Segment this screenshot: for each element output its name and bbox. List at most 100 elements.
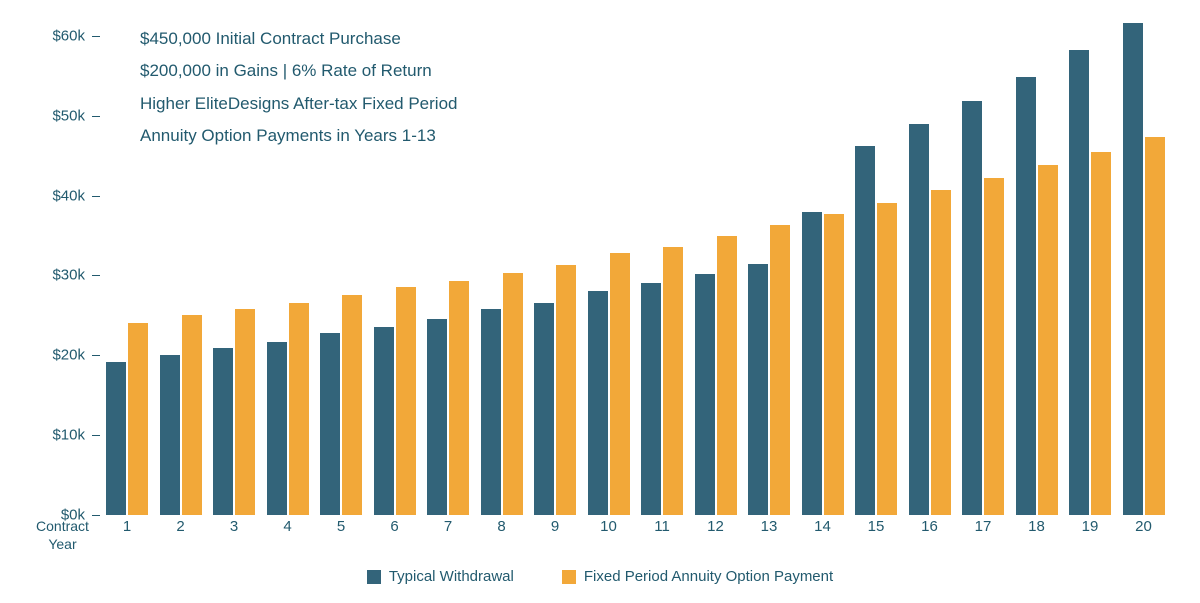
bar-fixed-period-annuity bbox=[289, 303, 309, 515]
y-tick-mark bbox=[92, 36, 100, 37]
x-tick-label: 3 bbox=[230, 518, 238, 535]
x-tick-label: 10 bbox=[600, 518, 617, 535]
bar-fixed-period-annuity bbox=[1038, 165, 1058, 515]
chart-annotation: $450,000 Initial Contract Purchase $200,… bbox=[140, 26, 457, 155]
legend-item-typical-withdrawal: Typical Withdrawal bbox=[367, 568, 514, 585]
bar-typical-withdrawal bbox=[1123, 23, 1143, 515]
bar-fixed-period-annuity bbox=[128, 323, 148, 515]
y-tick-mark bbox=[92, 116, 100, 117]
x-axis: 1234567891011121314151617181920 bbox=[100, 518, 1170, 558]
bar-typical-withdrawal bbox=[374, 327, 394, 515]
x-tick-label: 2 bbox=[176, 518, 184, 535]
x-tick-label: 18 bbox=[1028, 518, 1045, 535]
bar-group bbox=[962, 20, 1004, 515]
bar-group bbox=[748, 20, 790, 515]
x-axis-title-line1: Contract bbox=[25, 518, 100, 536]
y-tick-mark bbox=[92, 196, 100, 197]
annotation-line-4: Annuity Option Payments in Years 1-13 bbox=[140, 123, 457, 149]
bar-fixed-period-annuity bbox=[877, 203, 897, 515]
bar-typical-withdrawal bbox=[1016, 77, 1036, 515]
x-tick-label: 12 bbox=[707, 518, 724, 535]
bar-typical-withdrawal bbox=[427, 319, 447, 515]
bar-typical-withdrawal bbox=[748, 264, 768, 515]
bar-fixed-period-annuity bbox=[1091, 152, 1111, 515]
x-tick-label: 19 bbox=[1082, 518, 1099, 535]
legend-swatch bbox=[367, 570, 381, 584]
x-tick-label: 8 bbox=[497, 518, 505, 535]
bar-fixed-period-annuity bbox=[342, 295, 362, 515]
x-tick-label: 13 bbox=[761, 518, 778, 535]
bar-typical-withdrawal bbox=[320, 333, 340, 515]
y-tick-label: $40k bbox=[52, 187, 85, 204]
bar-fixed-period-annuity bbox=[556, 265, 576, 515]
bar-typical-withdrawal bbox=[641, 283, 661, 515]
x-tick-label: 16 bbox=[921, 518, 938, 535]
bar-fixed-period-annuity bbox=[182, 315, 202, 515]
bar-typical-withdrawal bbox=[1069, 50, 1089, 515]
x-axis-title: Contract Year bbox=[25, 518, 100, 553]
bar-fixed-period-annuity bbox=[235, 309, 255, 515]
bar-group bbox=[1069, 20, 1111, 515]
bar-group bbox=[588, 20, 630, 515]
bar-typical-withdrawal bbox=[160, 355, 180, 515]
annotation-line-1: $450,000 Initial Contract Purchase bbox=[140, 26, 457, 52]
x-tick-label: 4 bbox=[283, 518, 291, 535]
bar-fixed-period-annuity bbox=[503, 273, 523, 515]
legend-label: Fixed Period Annuity Option Payment bbox=[584, 568, 833, 585]
legend-item-fixed-period-annuity: Fixed Period Annuity Option Payment bbox=[562, 568, 833, 585]
bar-fixed-period-annuity bbox=[717, 236, 737, 515]
x-tick-label: 20 bbox=[1135, 518, 1152, 535]
y-tick-label: $60k bbox=[52, 27, 85, 44]
bar-fixed-period-annuity bbox=[396, 287, 416, 515]
bar-group bbox=[802, 20, 844, 515]
bar-typical-withdrawal bbox=[962, 101, 982, 515]
bar-fixed-period-annuity bbox=[1145, 137, 1165, 515]
annuity-chart: $0k$10k$20k$30k$40k$50k$60k 123456789101… bbox=[0, 0, 1200, 603]
bar-typical-withdrawal bbox=[481, 309, 501, 515]
bar-group bbox=[1123, 20, 1165, 515]
y-tick-label: $10k bbox=[52, 427, 85, 444]
y-tick-label: $50k bbox=[52, 107, 85, 124]
x-tick-label: 6 bbox=[390, 518, 398, 535]
bar-fixed-period-annuity bbox=[824, 214, 844, 515]
y-tick-label: $20k bbox=[52, 347, 85, 364]
bar-group bbox=[641, 20, 683, 515]
bar-group bbox=[481, 20, 523, 515]
bar-typical-withdrawal bbox=[534, 303, 554, 515]
x-tick-label: 9 bbox=[551, 518, 559, 535]
bar-typical-withdrawal bbox=[802, 212, 822, 515]
x-tick-label: 5 bbox=[337, 518, 345, 535]
bar-typical-withdrawal bbox=[695, 274, 715, 515]
bar-group bbox=[695, 20, 737, 515]
x-axis-title-line2: Year bbox=[25, 536, 100, 554]
bar-typical-withdrawal bbox=[855, 146, 875, 515]
bar-fixed-period-annuity bbox=[770, 225, 790, 515]
bar-fixed-period-annuity bbox=[931, 190, 951, 515]
legend-label: Typical Withdrawal bbox=[389, 568, 514, 585]
y-axis: $0k$10k$20k$30k$40k$50k$60k bbox=[0, 20, 100, 515]
x-tick-label: 11 bbox=[654, 518, 670, 535]
bar-fixed-period-annuity bbox=[663, 247, 683, 515]
x-tick-label: 7 bbox=[444, 518, 452, 535]
bar-typical-withdrawal bbox=[267, 342, 287, 515]
y-tick-mark bbox=[92, 435, 100, 436]
y-tick-mark bbox=[92, 515, 100, 516]
bar-group bbox=[534, 20, 576, 515]
bar-typical-withdrawal bbox=[213, 348, 233, 515]
x-tick-label: 15 bbox=[868, 518, 885, 535]
legend: Typical Withdrawal Fixed Period Annuity O… bbox=[0, 568, 1200, 588]
bar-typical-withdrawal bbox=[588, 291, 608, 515]
annotation-line-3: Higher EliteDesigns After-tax Fixed Peri… bbox=[140, 91, 457, 117]
bar-fixed-period-annuity bbox=[984, 178, 1004, 515]
bar-group bbox=[1016, 20, 1058, 515]
x-tick-label: 17 bbox=[975, 518, 992, 535]
legend-swatch bbox=[562, 570, 576, 584]
bar-group bbox=[855, 20, 897, 515]
bar-fixed-period-annuity bbox=[610, 253, 630, 515]
x-tick-label: 14 bbox=[814, 518, 831, 535]
x-tick-label: 1 bbox=[123, 518, 131, 535]
y-tick-mark bbox=[92, 275, 100, 276]
bar-group bbox=[909, 20, 951, 515]
y-tick-mark bbox=[92, 355, 100, 356]
bar-typical-withdrawal bbox=[909, 124, 929, 515]
